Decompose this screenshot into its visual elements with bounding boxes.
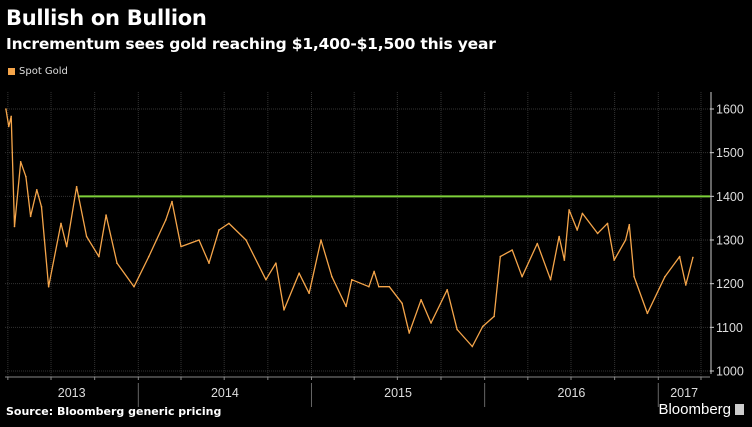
data-point-spot-gold <box>320 239 322 241</box>
data-point-spot-gold <box>420 299 422 301</box>
data-point-spot-gold <box>499 255 502 258</box>
y-tick-label: 1100 <box>716 321 743 335</box>
data-point-spot-gold <box>275 262 277 264</box>
data-point-spot-gold <box>60 222 62 225</box>
data-point-spot-gold <box>456 328 458 331</box>
data-point-spot-gold <box>378 285 380 288</box>
legend: Spot Gold <box>8 66 68 77</box>
data-point-spot-gold <box>171 200 173 203</box>
data-point-spot-gold <box>345 305 347 308</box>
data-point-spot-gold <box>351 278 353 281</box>
data-point-spot-gold <box>471 345 474 348</box>
data-point-spot-gold <box>98 255 100 258</box>
data-point-spot-gold <box>388 285 391 288</box>
data-point-spot-gold <box>408 332 411 334</box>
data-point-spot-gold <box>430 322 432 324</box>
data-point-spot-gold <box>664 275 666 278</box>
y-tick-label: 1200 <box>716 277 744 291</box>
data-point-spot-gold <box>47 285 50 288</box>
data-point-spot-gold <box>10 115 12 118</box>
bloomberg-terminal-icon <box>735 404 744 415</box>
data-point-spot-gold <box>633 275 635 278</box>
data-point-spot-gold <box>265 278 267 281</box>
data-point-spot-gold <box>446 288 448 291</box>
data-point-spot-gold <box>298 272 300 274</box>
data-point-spot-gold <box>29 215 32 218</box>
data-point-spot-gold <box>116 262 118 264</box>
data-point-spot-gold <box>35 188 38 191</box>
y-tick-label: 1400 <box>716 190 744 204</box>
data-point-spot-gold <box>75 185 78 188</box>
source-note: Source: Bloomberg generic pricing <box>6 405 222 418</box>
data-point-spot-gold <box>65 245 68 248</box>
data-point-spot-gold <box>692 256 694 259</box>
y-tick-label: 1000 <box>716 365 744 379</box>
data-point-spot-gold <box>606 222 609 225</box>
data-point-spot-gold <box>563 259 566 261</box>
data-point-spot-gold <box>368 285 370 288</box>
data-point-spot-gold <box>5 108 7 110</box>
data-point-spot-gold <box>13 225 16 228</box>
data-point-spot-gold <box>646 312 649 315</box>
y-tick-label: 1500 <box>716 146 744 160</box>
data-point-spot-gold <box>521 275 523 278</box>
data-point-spot-gold <box>549 278 552 281</box>
data-point-spot-gold <box>7 125 10 128</box>
legend-swatch-spot-gold <box>8 68 15 75</box>
data-point-spot-gold <box>628 223 631 226</box>
x-tick-label: 2014 <box>211 386 239 400</box>
data-point-spot-gold <box>481 325 484 328</box>
data-point-spot-gold <box>165 219 167 221</box>
chart-subtitle: Incrementum sees gold reaching $1,400-$1… <box>6 35 496 53</box>
x-tick-label: 2015 <box>384 386 412 400</box>
chart-title: Bullish on Bullion <box>6 6 207 30</box>
data-point-spot-gold <box>218 229 220 231</box>
data-point-spot-gold <box>624 239 627 241</box>
data-point-spot-gold <box>678 255 681 258</box>
data-point-spot-gold <box>576 229 578 231</box>
data-point-spot-gold <box>596 232 599 235</box>
data-point-spot-gold <box>25 175 27 178</box>
data-point-spot-gold <box>331 275 333 278</box>
data-point-spot-gold <box>401 302 403 305</box>
x-tick-label: 2016 <box>558 386 586 400</box>
data-point-spot-gold <box>511 249 513 251</box>
data-point-spot-gold <box>581 212 584 215</box>
data-point-spot-gold <box>283 309 285 311</box>
data-point-spot-gold <box>685 284 687 286</box>
x-tick-label: 2013 <box>58 386 86 400</box>
data-point-spot-gold <box>245 239 247 241</box>
data-point-spot-gold <box>536 242 539 245</box>
data-point-spot-gold <box>373 270 375 273</box>
data-point-spot-gold <box>105 214 107 216</box>
data-point-spot-gold <box>133 285 135 288</box>
data-point-spot-gold <box>308 292 310 295</box>
series-line-spot-gold <box>5 108 694 348</box>
data-point-spot-gold <box>198 239 200 241</box>
y-tick-label: 1300 <box>716 234 744 248</box>
bloomberg-logo: Bloomberg <box>658 401 744 418</box>
data-point-spot-gold <box>147 255 150 258</box>
data-point-spot-gold <box>228 222 230 225</box>
data-point-spot-gold <box>40 206 43 208</box>
data-point-spot-gold <box>568 209 570 211</box>
data-point-spot-gold <box>208 262 210 264</box>
y-tick-label: 1600 <box>716 103 744 117</box>
data-point-spot-gold <box>613 259 615 261</box>
brand-name: Bloomberg <box>658 401 731 418</box>
data-point-spot-gold <box>19 161 22 163</box>
legend-label-spot-gold: Spot Gold <box>19 66 68 77</box>
data-point-spot-gold <box>85 235 88 238</box>
data-point-spot-gold <box>180 245 182 248</box>
data-point-spot-gold <box>493 315 495 318</box>
x-tick-label: 2017 <box>670 386 698 400</box>
data-point-spot-gold <box>558 235 560 238</box>
